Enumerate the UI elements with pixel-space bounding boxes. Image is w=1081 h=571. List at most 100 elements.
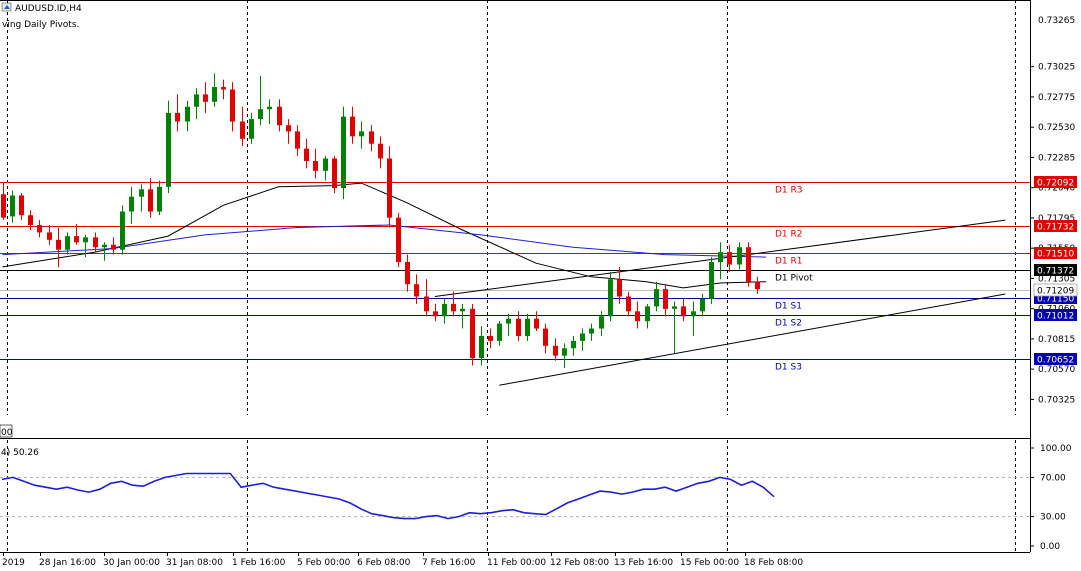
candle-27: [249, 112, 254, 144]
candle-body-79: [727, 252, 732, 265]
candle-26: [240, 106, 245, 147]
candle-37: [341, 106, 346, 200]
candle-body-15: [139, 189, 144, 197]
candle-body-82: [755, 281, 760, 290]
candle-body-77: [709, 262, 714, 299]
candle-body-40: [369, 131, 374, 144]
time-label-2: 30 Jan 00:00: [103, 558, 160, 568]
candle-body-46: [424, 296, 429, 312]
candle-72: [663, 284, 668, 317]
candle-32: [295, 125, 300, 157]
candle-31: [286, 119, 291, 144]
candle-56: [516, 311, 521, 341]
candle-5: [47, 225, 52, 245]
time-label-3: 31 Jan 08:00: [166, 558, 223, 568]
candle-body-43: [396, 217, 401, 263]
candle-body-13: [120, 211, 125, 250]
osc-tick-label-3: 0.00: [1040, 542, 1060, 552]
candle-body-11: [102, 244, 107, 248]
candle-body-56: [516, 318, 521, 336]
candle-41: [378, 136, 383, 169]
candle-64: [589, 323, 594, 341]
candle-body-25: [230, 89, 235, 122]
candle-body-68: [626, 296, 631, 312]
candle-6: [56, 227, 61, 267]
candle-42: [387, 146, 392, 228]
candle-52: [479, 326, 484, 366]
price-tick-label-3: 0.72285: [1038, 153, 1075, 163]
candle-body-38: [350, 116, 355, 137]
time-axis-labels: 2019 28 Jan 16:00 30 Jan 00:00 31 Jan 08:00…: [2, 552, 803, 568]
candle-body-37: [341, 116, 346, 189]
candle-39: [359, 121, 364, 149]
candle-body-71: [654, 289, 659, 307]
osc-tick-label-1: 70.00: [1040, 473, 1066, 483]
candle-57: [525, 313, 530, 341]
time-label-5: 5 Feb 00:00: [297, 558, 351, 568]
candle-59: [543, 323, 548, 354]
candle-68: [626, 291, 631, 317]
candle-0: [1, 181, 6, 221]
candle-body-6: [56, 239, 61, 250]
time-label-7: 7 Feb 16:00: [422, 558, 476, 568]
candle-74: [681, 298, 686, 322]
candle-body-14: [129, 196, 134, 212]
candle-body-41: [378, 143, 383, 159]
candle-80: [737, 242, 742, 270]
candle-75: [691, 301, 696, 336]
time-label-10: 13 Feb 16:00: [614, 558, 673, 568]
pivot-name-2: D1 R1: [775, 257, 803, 267]
candle-body-35: [323, 158, 328, 171]
candle-17: [157, 180, 162, 216]
moving-average-0: [2, 182, 767, 289]
candle-33: [304, 138, 309, 169]
candle-82: [755, 276, 760, 295]
candle-body-28: [258, 109, 263, 120]
time-label-0: 2019: [2, 558, 25, 568]
pivot-value-6: 0.70652: [1037, 356, 1074, 366]
time-label-4: 1 Feb 16:00: [232, 558, 286, 568]
candle-body-24: [221, 87, 226, 90]
candle-40: [369, 125, 374, 152]
candle-22: [203, 82, 208, 113]
candle-46: [424, 279, 429, 317]
time-label-8: 11 Feb 00:00: [487, 558, 546, 568]
pivot-name-0: D1 R3: [775, 186, 803, 196]
candle-body-58: [534, 318, 539, 329]
pivot-lines: [0, 182, 1030, 360]
price-tick-label-top: 0.73265: [1038, 16, 1075, 26]
candle-body-36: [332, 158, 337, 189]
symbol-chevron-icon: [4, 5, 10, 9]
candle-body-8: [74, 236, 79, 243]
candle-21: [194, 88, 199, 120]
candle-67: [617, 266, 622, 304]
candle-30: [277, 99, 282, 132]
pivot-name-3: D1 Pivot: [775, 274, 813, 284]
current-price-value: 0.71209: [1037, 287, 1074, 297]
candle-69: [635, 301, 640, 329]
candle-body-52: [479, 335, 484, 359]
price-axis-labels: 0.73025 0.72775 0.72530 0.72285 0.72040 0.717…: [1030, 16, 1078, 405]
candle-body-32: [295, 131, 300, 149]
candle-51: [470, 303, 475, 366]
candle-body-55: [506, 318, 511, 324]
candle-body-47: [433, 311, 438, 317]
candle-18: [166, 100, 171, 194]
candle-43: [396, 212, 401, 267]
candle-body-74: [681, 306, 686, 317]
candle-78: [718, 242, 723, 280]
candle-24: [221, 79, 226, 100]
pivot-value-2: 0.71510: [1037, 250, 1074, 260]
time-label-1: 28 Jan 16:00: [39, 558, 96, 568]
chart-header: AUDUSD.ID,H4 ving Daily Pivots.: [1, 2, 82, 30]
oscillator-caption: 4) 50.26: [1, 448, 39, 458]
candle-11: [102, 242, 107, 261]
candle-body-2: [19, 195, 24, 216]
candle-body-66: [608, 279, 613, 317]
pivot-value-box-2: [1034, 247, 1077, 259]
pivot-labels: D1 R3 D1 R2 D1 R1 D1 Pivot D1 S1 D1 S2 D1 S3: [775, 186, 813, 373]
candle-body-54: [497, 323, 502, 341]
time-label-6: 6 Feb 08:00: [357, 558, 411, 568]
candle-58: [534, 311, 539, 332]
candle-38: [350, 106, 355, 144]
